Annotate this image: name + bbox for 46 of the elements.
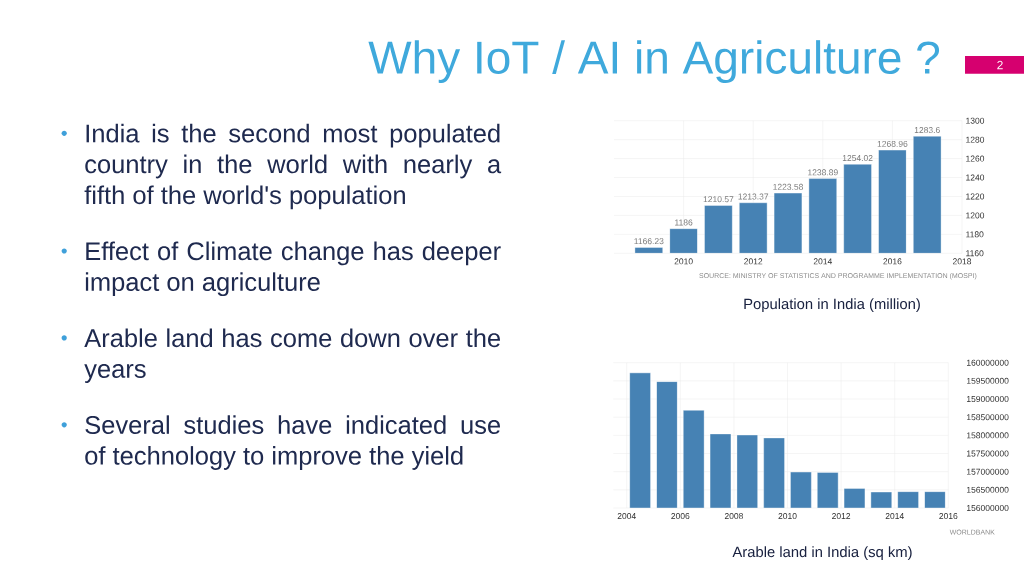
- data-label: 1283.6: [914, 127, 940, 134]
- y-tick-label: 156000000: [966, 505, 1009, 511]
- x-tick-label: 2006: [671, 513, 690, 520]
- data-label: 1213.37: [738, 193, 769, 200]
- x-tick-label: 2012: [744, 258, 763, 265]
- data-label: 1254.02: [842, 155, 873, 162]
- x-tick-label: 2012: [832, 513, 851, 520]
- text: Arable land in India (sq km): [732, 546, 912, 561]
- x-tick-label: 2014: [885, 513, 904, 520]
- text: India is the second most populated country in the world with nearly a fifth of the world's population: [84, 123, 502, 210]
- y-tick-label: 159000000: [966, 396, 1009, 403]
- y-tick-label: 160000000: [966, 359, 1009, 366]
- text: Arable land has come down over the years: [84, 328, 500, 383]
- y-tick-label: 1240: [966, 174, 985, 181]
- x-tick-label: 2016: [939, 513, 958, 520]
- x-tick-label: 2018: [952, 258, 972, 265]
- y-tick-label: 158000000: [966, 432, 1009, 439]
- text: Effect of Climate change has deeper impact on agriculture: [85, 241, 501, 297]
- x-tick-label: 2010: [778, 513, 797, 520]
- data-label: 1186: [675, 219, 693, 226]
- text: Population in India (million): [744, 298, 920, 313]
- text: Several studies have indicated use of technology to improve the yield: [85, 415, 500, 470]
- text: Why IoT / AI in Agriculture ?: [368, 40, 940, 84]
- y-tick-label: 1180: [966, 231, 984, 238]
- y-tick-label: 156500000: [966, 486, 1009, 493]
- y-tick-label: 1260: [966, 155, 985, 162]
- text: 2: [997, 60, 1003, 70]
- x-tick-label: 2016: [883, 258, 902, 265]
- data-label: 1268.96: [877, 140, 908, 147]
- data-label: 1166.23: [634, 238, 664, 245]
- y-tick-label: 158500000: [966, 414, 1009, 421]
- y-tick-label: 159500000: [966, 377, 1009, 384]
- y-tick-label: 157000000: [966, 468, 1009, 475]
- y-tick-label: 1160: [966, 250, 984, 257]
- data-label: 1238.89: [808, 169, 838, 176]
- x-tick-label: 2004: [617, 513, 636, 520]
- y-tick-label: 1300: [966, 117, 985, 124]
- y-tick-label: 1200: [966, 212, 985, 219]
- x-tick-label: 2014: [813, 258, 833, 265]
- x-tick-label: 2010: [674, 258, 693, 265]
- data-label: 1210.57: [703, 196, 734, 203]
- data-label: 1223.58: [773, 183, 803, 190]
- y-tick-label: 157500000: [966, 450, 1009, 457]
- y-tick-label: 1220: [966, 193, 985, 200]
- x-tick-label: 2008: [724, 513, 743, 520]
- y-tick-label: 1280: [966, 136, 985, 143]
